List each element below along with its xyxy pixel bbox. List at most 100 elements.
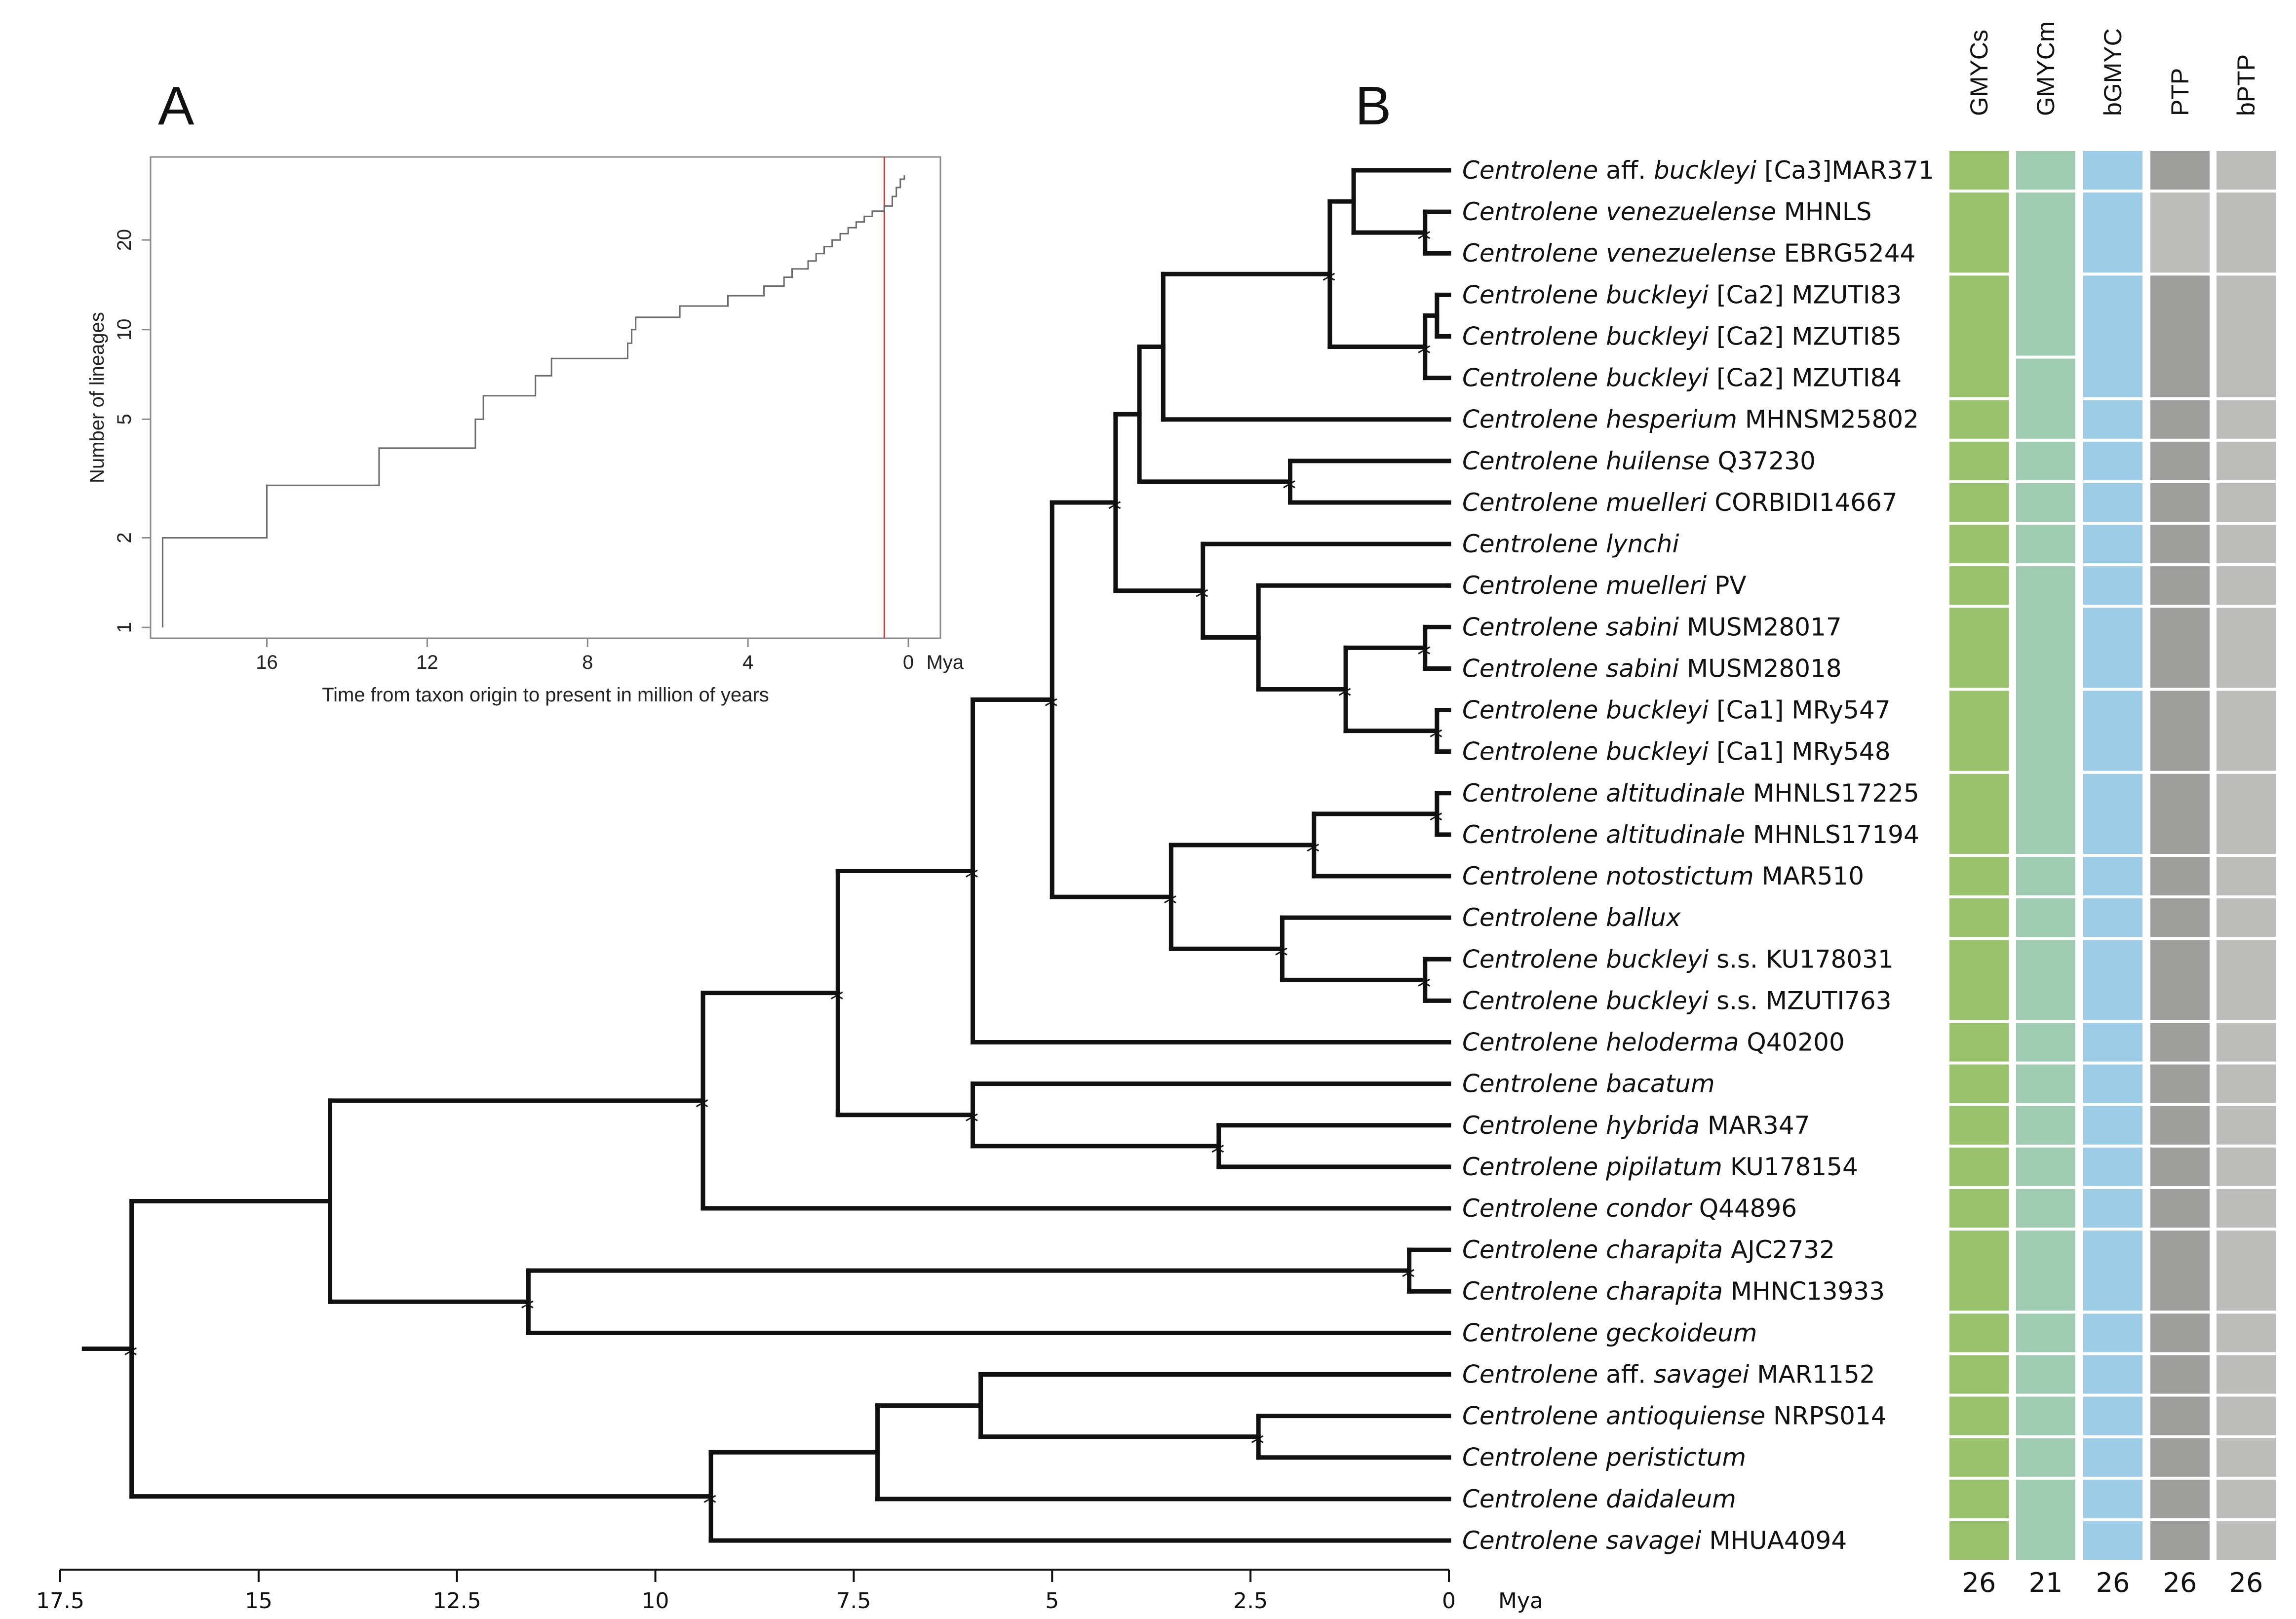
support-asterisk: * bbox=[1306, 837, 1320, 869]
delimitation-block bbox=[2083, 1355, 2142, 1394]
tip-post: MHNC13933 bbox=[1731, 1277, 1885, 1306]
ltt-y-tick-label: 10 bbox=[114, 319, 135, 341]
delimitation-block bbox=[2150, 1396, 2210, 1435]
delimitation-block bbox=[2217, 193, 2276, 273]
phylogeny-tree: * * * * * * * * * * * * * * * * * * * * * * * * * bbox=[81, 168, 1451, 1543]
delimitation-block bbox=[1949, 1313, 2009, 1352]
delimitation-block bbox=[1949, 400, 2009, 439]
tip-genus: Centrolene bbox=[1462, 280, 1598, 309]
delimitation-block bbox=[2083, 1064, 2142, 1103]
tip-label: Centrolene condor Q44896 bbox=[1462, 1194, 1797, 1223]
tip-post: Q37230 bbox=[1717, 447, 1815, 475]
delimitation-block bbox=[2083, 193, 2142, 273]
delimitation-block bbox=[2217, 1231, 2276, 1311]
delimitation-block bbox=[1949, 193, 2009, 273]
tip-post: KU178154 bbox=[1730, 1153, 1858, 1181]
support-asterisk: * bbox=[1108, 494, 1122, 526]
tip-label: Centrolene aff. savagei MAR1152 bbox=[1462, 1360, 1875, 1388]
delimitation-block bbox=[2016, 483, 2075, 522]
panel-a-label: A bbox=[158, 76, 195, 136]
tip-epithet: muelleri bbox=[1606, 488, 1707, 517]
support-asterisk: * bbox=[1417, 224, 1431, 256]
tip-label: Centrolene savagei MHUA4094 bbox=[1462, 1526, 1847, 1555]
support-asterisk: * bbox=[1163, 888, 1177, 921]
tip-epithet: savagei bbox=[1606, 1526, 1701, 1555]
tip-genus: Centrolene bbox=[1462, 696, 1598, 725]
species-count: 26 bbox=[2229, 1567, 2263, 1598]
tip-post: [Ca3]MAR371 bbox=[1764, 156, 1934, 185]
delimitation-block bbox=[2016, 940, 2075, 1020]
tip-genus: Centrolene bbox=[1462, 737, 1598, 766]
delimitation-block bbox=[2083, 1147, 2142, 1186]
support-asterisk: * bbox=[1401, 1262, 1415, 1294]
tip-label: Centrolene huilense Q37230 bbox=[1462, 447, 1816, 475]
delimitation-block bbox=[1949, 1355, 2009, 1394]
tip-label: Centrolene peristictum bbox=[1462, 1443, 1746, 1472]
tip-label: Centrolene geckoideum bbox=[1462, 1318, 1757, 1347]
tip-post: AJC2732 bbox=[1731, 1235, 1835, 1264]
tip-genus: Centrolene bbox=[1462, 239, 1598, 268]
delimitation-block bbox=[1949, 151, 2009, 190]
tip-label: Centrolene antioquiense NRPS014 bbox=[1462, 1402, 1887, 1430]
delimitation-block bbox=[2217, 1396, 2276, 1435]
delimitation-block bbox=[2150, 483, 2210, 522]
tip-label: Centrolene buckleyi [Ca2] MZUTI83 bbox=[1462, 280, 1902, 309]
delimitation-block bbox=[1949, 483, 2009, 522]
column-header-ptp: PTP bbox=[2166, 68, 2194, 116]
tip-epithet: buckleyi bbox=[1606, 696, 1709, 725]
time-axis-tick-label: 2.5 bbox=[1233, 1588, 1268, 1614]
delimitation-columns: GMYCs 26 GMYCm 21 bGMYC 26 PTP 26 bPTP 26 bbox=[1949, 21, 2276, 1598]
delimitation-block bbox=[2016, 856, 2075, 896]
delimitation-block bbox=[2217, 151, 2276, 190]
delimitation-block bbox=[2217, 1147, 2276, 1186]
tip-epithet: peristictum bbox=[1605, 1443, 1746, 1472]
time-axis: 17.5 15 12.5 10 7.5 5 2.5 0 Mya bbox=[36, 1569, 1543, 1614]
support-asterisk: * bbox=[1274, 940, 1288, 972]
delimitation-block bbox=[2083, 1189, 2142, 1228]
delimitation-block bbox=[1949, 1396, 2009, 1435]
tip-epithet: notostictum bbox=[1606, 862, 1754, 890]
tip-epithet: sabini bbox=[1606, 654, 1679, 683]
delimitation-block bbox=[2016, 1189, 2075, 1228]
delimitation-block bbox=[2016, 1106, 2075, 1145]
delimitation-block bbox=[2150, 608, 2210, 688]
tip-label: Centrolene buckleyi [Ca2] MZUTI85 bbox=[1462, 322, 1902, 350]
support-asterisk: * bbox=[124, 1341, 138, 1373]
tip-genus: Centrolene bbox=[1462, 613, 1598, 641]
delimitation-block bbox=[2016, 1355, 2075, 1394]
tip-label: Centrolene hybrida MAR347 bbox=[1462, 1111, 1810, 1140]
support-asterisk: * bbox=[1322, 266, 1336, 298]
delimitation-block bbox=[2016, 151, 2075, 190]
tip-labels: Centrolene aff. buckleyi [Ca3]MAR371 Cen… bbox=[1462, 156, 1934, 1555]
tip-genus: Centrolene bbox=[1462, 1443, 1598, 1472]
tip-genus: Centrolene bbox=[1462, 530, 1598, 558]
time-axis-tick-label: 0 bbox=[1442, 1588, 1456, 1614]
tip-epithet: charapita bbox=[1606, 1235, 1723, 1264]
delimitation-block bbox=[2150, 691, 2210, 771]
tip-post: s.s. MZUTI763 bbox=[1716, 986, 1892, 1015]
delimitation-block bbox=[2150, 1479, 2210, 1518]
column-header-gmycm: GMYCm bbox=[2032, 21, 2060, 116]
time-axis-tick-label: 5 bbox=[1045, 1588, 1059, 1614]
support-asterisk: * bbox=[703, 1488, 717, 1520]
delimitation-block bbox=[2016, 1479, 2075, 1560]
tip-label: Centrolene ballux bbox=[1462, 903, 1681, 932]
delimitation-block bbox=[2016, 1231, 2075, 1311]
tip-post: [Ca1] MRy547 bbox=[1716, 696, 1890, 725]
tip-genus: Centrolene bbox=[1462, 903, 1598, 932]
tip-epithet: buckleyi bbox=[1606, 945, 1709, 973]
tip-post: MHNSM25802 bbox=[1745, 405, 1919, 434]
delimitation-block bbox=[1949, 940, 2009, 1020]
ltt-y-tick-label: 5 bbox=[114, 414, 135, 424]
tip-post: MAR510 bbox=[1762, 862, 1865, 890]
support-asterisk: * bbox=[520, 1293, 534, 1325]
tip-genus: Centrolene bbox=[1462, 447, 1598, 475]
delimitation-block bbox=[1949, 1106, 2009, 1145]
delimitation-block bbox=[2217, 525, 2276, 564]
delimitation-block bbox=[2150, 1231, 2210, 1311]
tip-post: MHNLS17225 bbox=[1753, 779, 1919, 808]
delimitation-block bbox=[2217, 898, 2276, 937]
support-asterisk: * bbox=[1417, 639, 1431, 671]
